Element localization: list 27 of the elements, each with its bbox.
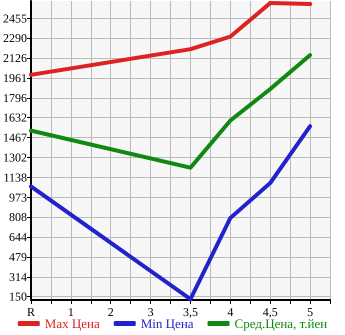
y-tick-label: 1467 <box>3 130 27 145</box>
y-tick-label: 1138 <box>3 170 27 184</box>
y-tick-label: 479 <box>9 250 27 264</box>
y-tick-label: 973 <box>9 190 27 204</box>
y-tick-label: 1302 <box>3 150 27 165</box>
x-tick-label: 4,5 <box>262 305 278 319</box>
y-tick-label: 1632 <box>3 110 27 125</box>
line-series <box>29 124 312 302</box>
y-tick-label: 2290 <box>3 31 27 46</box>
line-series <box>29 53 312 170</box>
x-tick-label: 3 <box>148 305 154 319</box>
x-tick-label: R <box>26 305 36 319</box>
y-tick-label: 1961 <box>3 70 27 85</box>
y-tick-label: 808 <box>9 210 27 224</box>
y-tick-label: 150 <box>9 290 27 304</box>
legend-label: Max Цена <box>44 316 100 331</box>
x-tick-label: 1 <box>68 305 74 319</box>
x-tick-label: 5 <box>307 305 314 319</box>
x-tick-label: 2 <box>108 305 114 319</box>
x-tick-label: 3,5 <box>182 305 198 319</box>
x-tick-label: 4 <box>227 305 234 319</box>
y-tick-label: 2455 <box>3 11 27 26</box>
y-tick-label: 644 <box>9 230 27 244</box>
y-tick-label: 314 <box>9 270 27 284</box>
y-tick-label: 2126 <box>3 51 27 66</box>
y-tick-label: 1796 <box>3 90 27 105</box>
line-series <box>29 1 312 77</box>
